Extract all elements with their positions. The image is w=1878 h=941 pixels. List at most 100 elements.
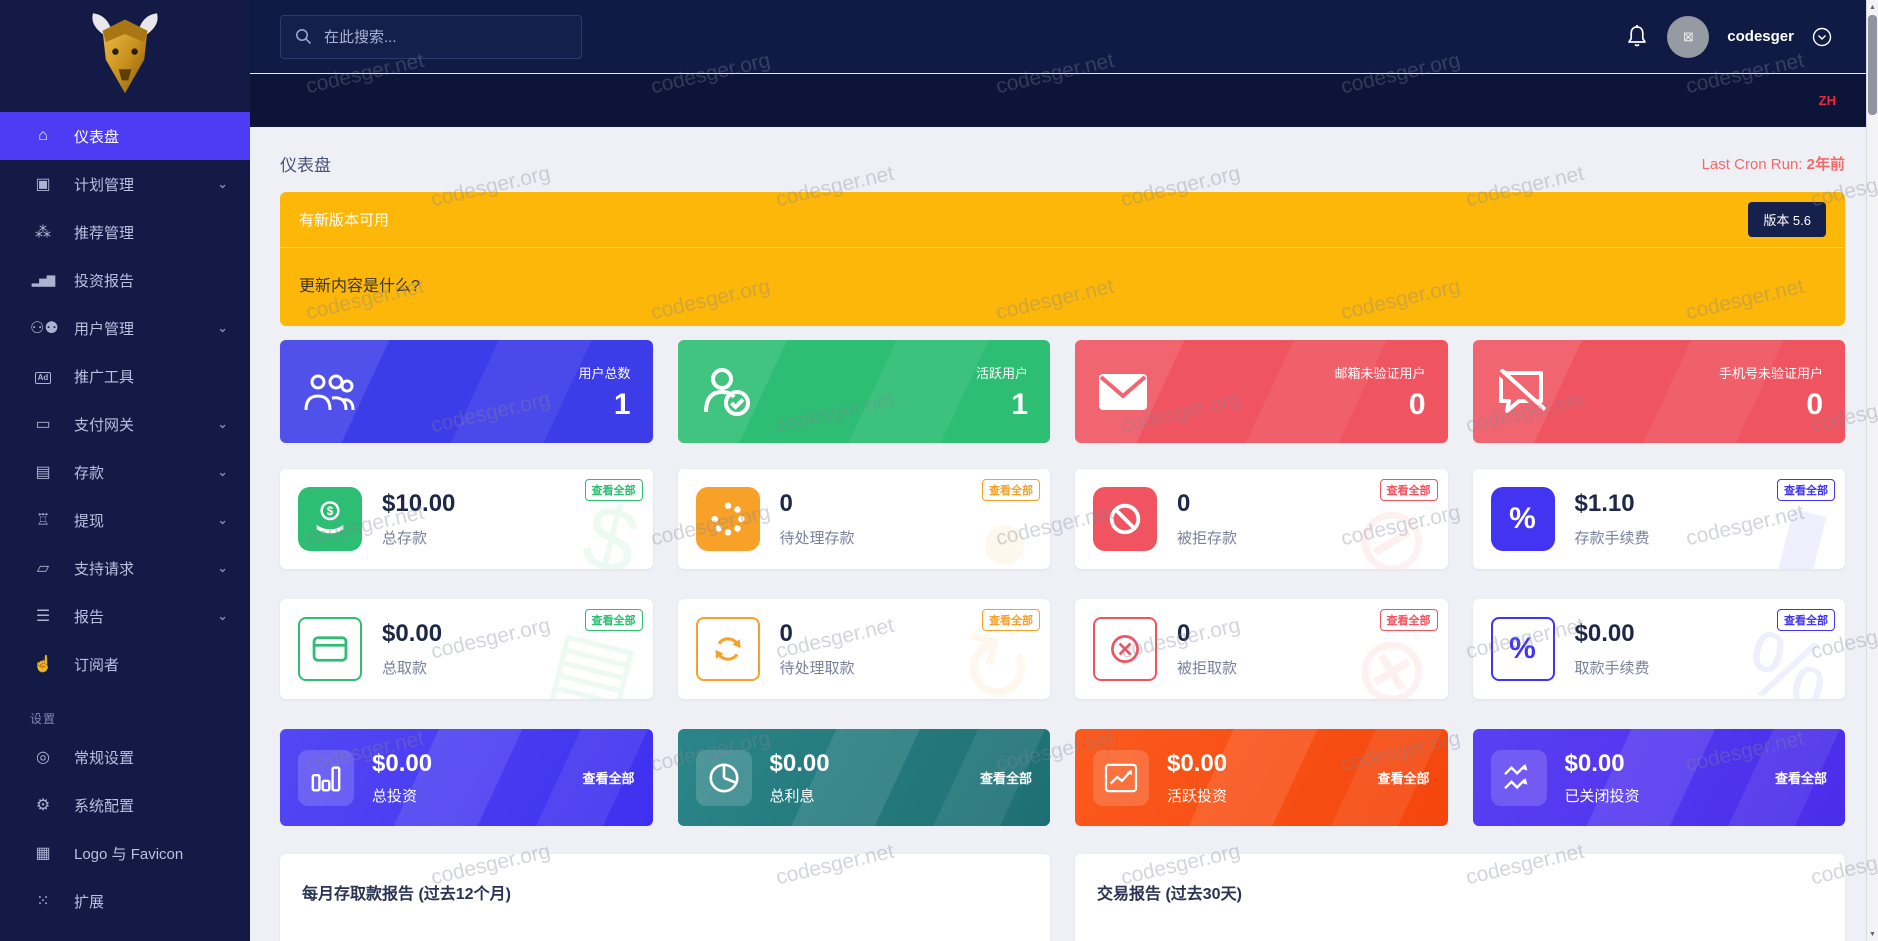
- card-label: 已关闭投资: [1564, 787, 1640, 805]
- sidebar-item-label: 扩展: [74, 893, 105, 911]
- rejected-deposit-card: 查看全部 0 被拒存款 ⊘: [1075, 469, 1448, 569]
- sidebar-item-dashboard[interactable]: ⌂ 仪表盘: [0, 112, 250, 160]
- card-label: 被拒取款: [1177, 660, 1238, 677]
- chevron-down-icon: ⌄: [217, 416, 228, 431]
- sidebar-item-withdrawals[interactable]: ♖ 提现 ⌄: [0, 496, 250, 544]
- update-banner: 有新版本可用 版本 5.6 更新内容是什么?: [280, 192, 1845, 326]
- notifications-bell-icon[interactable]: [1625, 24, 1649, 50]
- sidebar-item-logo-favicon[interactable]: ▦ Logo 与 Favicon: [0, 829, 250, 877]
- email-unverified-card[interactable]: 邮箱未验证用户 0: [1075, 340, 1448, 443]
- sidebar-item-invest-report[interactable]: ▂▅▇ 投资报告: [0, 256, 250, 304]
- sidebar-item-deposits[interactable]: ▤ 存款 ⌄: [0, 448, 250, 496]
- brand-logo[interactable]: [0, 0, 250, 108]
- stat-value: 0: [1408, 388, 1426, 421]
- chevron-down-icon: ⌄: [217, 176, 228, 191]
- search-input[interactable]: 在此搜索...: [280, 14, 582, 59]
- total-users-card[interactable]: 用户总数 1: [280, 340, 653, 443]
- card-value: $0.00: [1167, 749, 1228, 777]
- sidebar-item-label: 推荐管理: [74, 224, 135, 242]
- card-label: 总利息: [769, 787, 815, 805]
- view-all-link[interactable]: 查看全部: [1774, 771, 1827, 786]
- sidebar-item-plans[interactable]: ▣ 计划管理 ⌄: [0, 160, 250, 208]
- scroll-up-icon[interactable]: ▲: [1869, 3, 1876, 11]
- stat-label: 手机号未验证用户: [1718, 366, 1823, 381]
- sidebar-item-subscribers[interactable]: ☝ 订阅者: [0, 640, 250, 688]
- report-panel-row: 每月存取款报告 (过去12个月) 交易报告 (过去30天): [280, 854, 1845, 941]
- scrollbar-thumb[interactable]: [1868, 15, 1877, 115]
- card-value: $0.00: [1574, 620, 1635, 647]
- chevron-down-icon: ⌄: [217, 560, 228, 575]
- page-header: 仪表盘 Last Cron Run: 2年前: [280, 151, 1845, 176]
- active-users-card[interactable]: 活跃用户 1: [677, 340, 1050, 443]
- update-banner-title: 有新版本可用: [299, 212, 390, 229]
- stat-value: 0: [1806, 388, 1823, 421]
- vertical-scrollbar[interactable]: ▲ ▼: [1866, 0, 1878, 941]
- stat-value: 1: [1011, 388, 1028, 421]
- credit-card-icon: ▭: [35, 416, 51, 433]
- avatar[interactable]: ⊠: [1667, 15, 1710, 58]
- credit-card-icon: [298, 617, 362, 681]
- deposit-charge-card: 查看全部 % $1.10 存款手续费 ▮: [1472, 469, 1845, 569]
- bank-icon: ♖: [35, 512, 51, 529]
- transaction-report-panel: 交易报告 (过去30天): [1075, 854, 1845, 941]
- view-all-badge[interactable]: 查看全部: [584, 479, 643, 501]
- view-all-link[interactable]: 查看全部: [979, 771, 1032, 786]
- card-label: 总投资: [372, 787, 418, 805]
- bull-logo-icon: [92, 13, 158, 94]
- sidebar-item-label: 支持请求: [74, 560, 135, 578]
- sidebar-item-support-tickets[interactable]: ▱ 支持请求 ⌄: [0, 544, 250, 592]
- hand-holding-dollar-icon: $: [298, 487, 362, 551]
- username[interactable]: codesger: [1727, 28, 1794, 45]
- sidebar-item-system-config[interactable]: ⚙ 系统配置: [0, 781, 250, 829]
- card-label: 总取款: [382, 660, 428, 677]
- sidebar-item-general-settings[interactable]: ◎ 常规设置: [0, 733, 250, 781]
- card-value: 0: [1177, 490, 1191, 517]
- home-icon: ⌂: [38, 127, 48, 144]
- rejected-withdraw-card: 查看全部 0 被拒取款 ⊗: [1075, 599, 1448, 699]
- view-all-badge[interactable]: 查看全部: [584, 609, 643, 631]
- view-all-badge[interactable]: 查看全部: [1379, 609, 1438, 631]
- referral-tree-icon: ⁂: [35, 224, 51, 241]
- sidebar-item-label: Logo 与 Favicon: [74, 845, 184, 863]
- sidebar-item-reports[interactable]: ☰ 报告 ⌄: [0, 592, 250, 640]
- card-value: $10.00: [382, 490, 456, 517]
- sidebar-item-label: 计划管理: [74, 176, 135, 194]
- search-icon: [296, 29, 312, 45]
- sidebar-item-payment-gateways[interactable]: ▭ 支付网关 ⌄: [0, 400, 250, 448]
- view-all-badge[interactable]: 查看全部: [982, 609, 1040, 631]
- scroll-down-icon[interactable]: ▼: [1869, 930, 1876, 938]
- card-value: $0.00: [372, 749, 433, 777]
- stat-value: 1: [613, 388, 631, 421]
- clipboard-icon: ▣: [35, 176, 51, 193]
- view-all-link[interactable]: 查看全部: [582, 771, 635, 786]
- sidebar-item-promotion[interactable]: Ad 推广工具: [0, 352, 250, 400]
- sidebar-item-label: 报告: [74, 608, 105, 626]
- view-all-badge[interactable]: 查看全部: [1777, 479, 1835, 501]
- chart-line-icon: [1093, 749, 1149, 806]
- card-label: 存款手续费: [1574, 530, 1650, 547]
- view-all-badge[interactable]: 查看全部: [982, 479, 1040, 501]
- sidebar-item-referrals[interactable]: ⁂ 推荐管理: [0, 208, 250, 256]
- pending-deposit-card: 查看全部 0 待处理存款 ●: [677, 469, 1050, 569]
- card-value: 0: [1177, 620, 1191, 647]
- chevron-down-icon[interactable]: [1812, 27, 1832, 47]
- topbar-right: ⊠ codesger: [1625, 15, 1832, 58]
- analytics-icon: [1490, 749, 1547, 806]
- images-icon: ▦: [35, 845, 51, 862]
- last-cron-run: Last Cron Run: 2年前: [1702, 153, 1845, 174]
- closed-investment-card: $0.00 已关闭投资 查看全部: [1472, 729, 1845, 826]
- stat-label: 用户总数: [578, 366, 631, 381]
- view-all-badge[interactable]: 查看全部: [1379, 479, 1438, 501]
- language-switcher[interactable]: ZH: [1818, 93, 1836, 108]
- version-button[interactable]: 版本 5.6: [1748, 202, 1826, 237]
- sidebar-item-label: 存款: [74, 464, 105, 482]
- view-all-badge[interactable]: 查看全部: [1777, 609, 1835, 631]
- update-banner-header: 有新版本可用 版本 5.6: [280, 192, 1845, 248]
- mobile-unverified-card[interactable]: 手机号未验证用户 0: [1472, 340, 1845, 443]
- sidebar-item-users[interactable]: ⚇⚉ 用户管理 ⌄: [0, 304, 250, 352]
- main-area: 在此搜索... ⊠ codesger ZH 仪表盘: [250, 0, 1866, 941]
- view-all-link[interactable]: 查看全部: [1377, 771, 1430, 786]
- total-withdraw-card: 查看全部 $0.00 总取款 ▤: [280, 599, 653, 699]
- sidebar-item-extensions[interactable]: ⁙ 扩展: [0, 877, 250, 925]
- update-banner-body: 更新内容是什么?: [299, 278, 420, 295]
